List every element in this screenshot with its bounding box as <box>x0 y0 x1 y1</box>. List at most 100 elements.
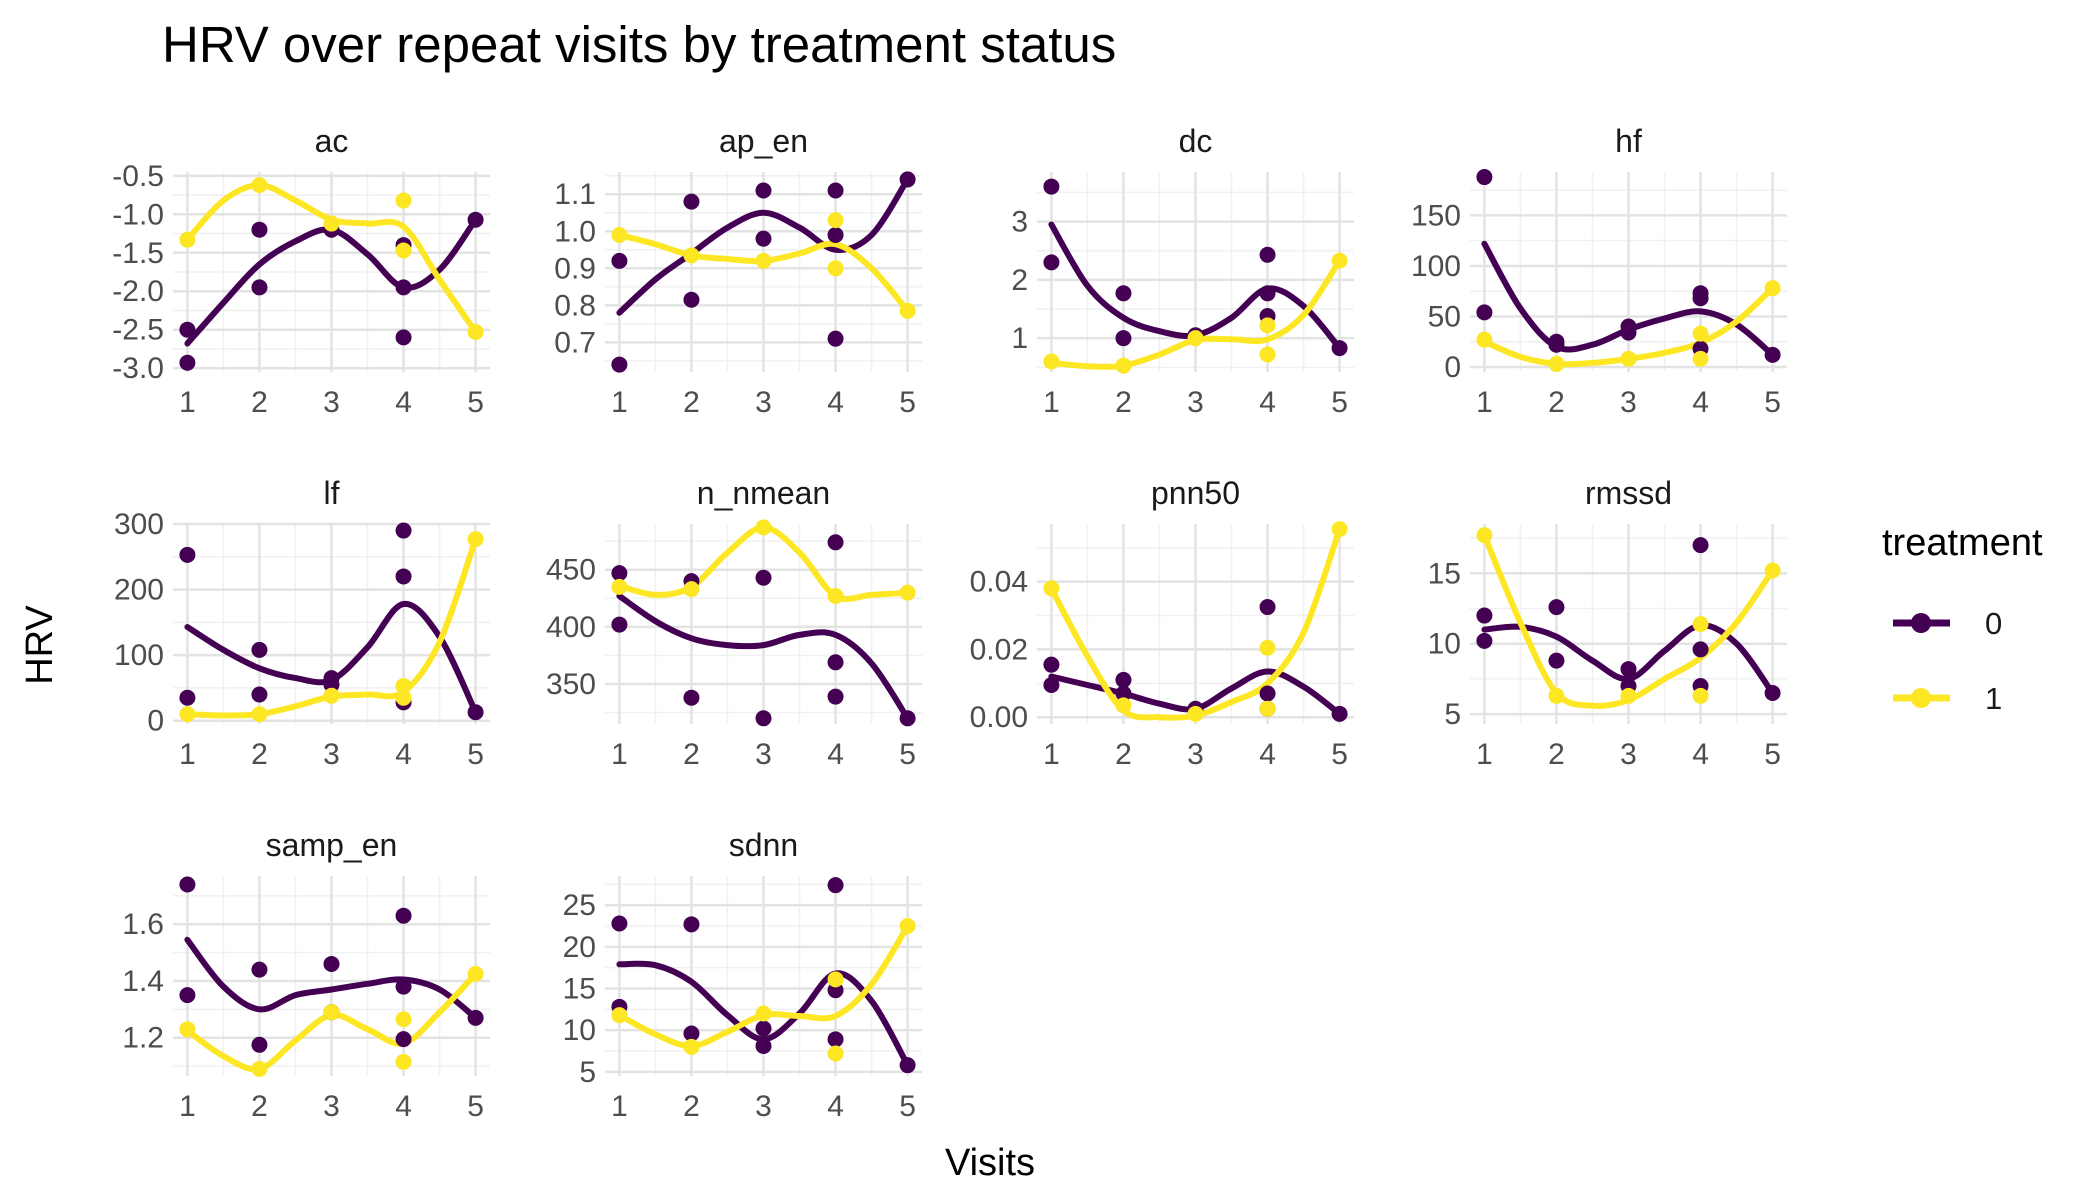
panel-ac: ac -3.0 -2.5 -2.0 -1.5 -1.0 -0.5 1 2 3 4 5 <box>112 123 490 419</box>
y-tick-label: 0.02 <box>970 633 1028 666</box>
y-tick-label: 50 <box>1428 300 1461 333</box>
x-tick-label: 3 <box>755 386 772 419</box>
point-treatment-1 <box>467 531 484 548</box>
point-treatment-0 <box>179 987 196 1004</box>
point-treatment-0 <box>395 568 412 585</box>
x-tick-label: 1 <box>179 738 196 771</box>
x-tick-label: 5 <box>467 738 484 771</box>
point-treatment-0 <box>755 569 772 586</box>
point-treatment-0 <box>1692 537 1709 554</box>
legend-label: 0 <box>1985 606 2002 641</box>
x-tick-label: 2 <box>1548 738 1565 771</box>
y-tick-label: 1.0 <box>554 215 596 248</box>
point-treatment-0 <box>395 279 412 296</box>
point-treatment-0 <box>755 1020 772 1037</box>
x-tick-label: 3 <box>1620 738 1637 771</box>
point-treatment-0 <box>827 1031 844 1048</box>
point-treatment-0 <box>1476 304 1493 321</box>
facet-label: rmssd <box>1585 475 1672 511</box>
point-treatment-1 <box>251 1060 268 1077</box>
point-treatment-0 <box>827 877 844 894</box>
y-tick-label: 1.6 <box>122 908 164 941</box>
point-treatment-0 <box>755 1038 772 1054</box>
point-treatment-0 <box>1259 685 1276 702</box>
x-tick-label: 3 <box>323 1090 340 1123</box>
y-tick-label: 0.9 <box>554 252 596 285</box>
point-treatment-0 <box>1692 641 1709 658</box>
point-treatment-0 <box>683 916 700 933</box>
point-treatment-0 <box>251 961 268 978</box>
point-treatment-1 <box>1692 325 1709 342</box>
x-tick-label: 1 <box>611 1090 628 1123</box>
y-axis-label: HRV <box>19 605 61 685</box>
point-treatment-1 <box>1259 346 1276 363</box>
point-treatment-0 <box>1259 246 1276 263</box>
point-treatment-0 <box>1115 685 1132 702</box>
point-treatment-0 <box>1764 346 1781 363</box>
x-tick-label: 2 <box>251 738 268 771</box>
x-tick-label: 4 <box>1692 738 1709 771</box>
facet-label: pnn50 <box>1151 475 1240 511</box>
panel-rmssd: rmssd 5 10 15 1 2 3 4 5 <box>1428 475 1787 771</box>
y-tick-label: 3 <box>1011 206 1028 239</box>
y-tick-label: 15 <box>1428 557 1461 590</box>
point-treatment-0 <box>251 279 268 296</box>
point-treatment-0 <box>827 226 844 243</box>
x-tick-label: 4 <box>1692 386 1709 419</box>
facet-label: ac <box>315 123 349 159</box>
point-treatment-1 <box>395 1053 412 1070</box>
x-tick-label: 2 <box>251 386 268 419</box>
point-treatment-0 <box>467 211 484 228</box>
x-tick-label: 5 <box>467 1090 484 1123</box>
point-treatment-0 <box>1548 652 1565 669</box>
point-treatment-1 <box>611 1007 628 1024</box>
point-treatment-0 <box>395 907 412 924</box>
y-tick-label: 1.4 <box>122 965 164 998</box>
x-tick-label: 5 <box>899 386 916 419</box>
point-treatment-1 <box>395 242 412 259</box>
point-treatment-1 <box>251 706 268 723</box>
point-treatment-0 <box>395 1031 412 1048</box>
x-tick-label: 5 <box>1331 386 1348 419</box>
x-tick-label: 2 <box>1115 386 1132 419</box>
point-treatment-1 <box>683 1038 700 1055</box>
point-treatment-0 <box>323 955 340 972</box>
legend-item-0: 0 <box>1893 606 2002 641</box>
y-tick-label: 450 <box>546 554 596 587</box>
point-treatment-0 <box>251 221 268 238</box>
point-treatment-1 <box>395 689 412 706</box>
point-treatment-1 <box>899 302 916 319</box>
y-tick-label: 350 <box>546 668 596 701</box>
point-treatment-0 <box>1043 254 1060 271</box>
y-tick-label: -2.0 <box>112 275 164 308</box>
point-treatment-1 <box>251 177 268 194</box>
x-tick-label: 1 <box>611 738 628 771</box>
panel-sdnn: sdnn 5 10 15 20 25 1 2 3 4 5 <box>563 827 922 1123</box>
point-treatment-1 <box>395 677 412 694</box>
point-treatment-0 <box>1692 290 1709 307</box>
point-treatment-0 <box>1548 599 1565 616</box>
point-treatment-1 <box>827 1045 844 1062</box>
panel-lf: lf 0 100 200 300 1 2 3 4 5 <box>114 475 490 771</box>
point-treatment-0 <box>179 321 196 338</box>
x-tick-label: 4 <box>395 386 412 419</box>
x-tick-label: 3 <box>323 738 340 771</box>
x-tick-label: 1 <box>1043 738 1060 771</box>
x-tick-label: 3 <box>1187 738 1204 771</box>
point-treatment-1 <box>827 260 844 277</box>
panel-n_nmean: n_nmean 350 400 450 1 2 3 4 5 <box>546 475 922 771</box>
smooth-line-treatment-0 <box>616 176 911 316</box>
point-treatment-0 <box>1620 324 1637 341</box>
point-treatment-0 <box>1115 330 1132 347</box>
x-tick-label: 2 <box>683 738 700 771</box>
point-treatment-0 <box>1548 336 1565 353</box>
y-tick-label: 1.1 <box>554 178 596 211</box>
point-treatment-0 <box>395 978 412 995</box>
point-treatment-1 <box>755 519 772 536</box>
point-treatment-0 <box>611 356 628 373</box>
point-treatment-0 <box>611 616 628 633</box>
point-treatment-1 <box>179 231 196 248</box>
point-treatment-1 <box>1620 687 1637 704</box>
x-tick-label: 4 <box>395 1090 412 1123</box>
facet-label: hf <box>1615 123 1642 159</box>
